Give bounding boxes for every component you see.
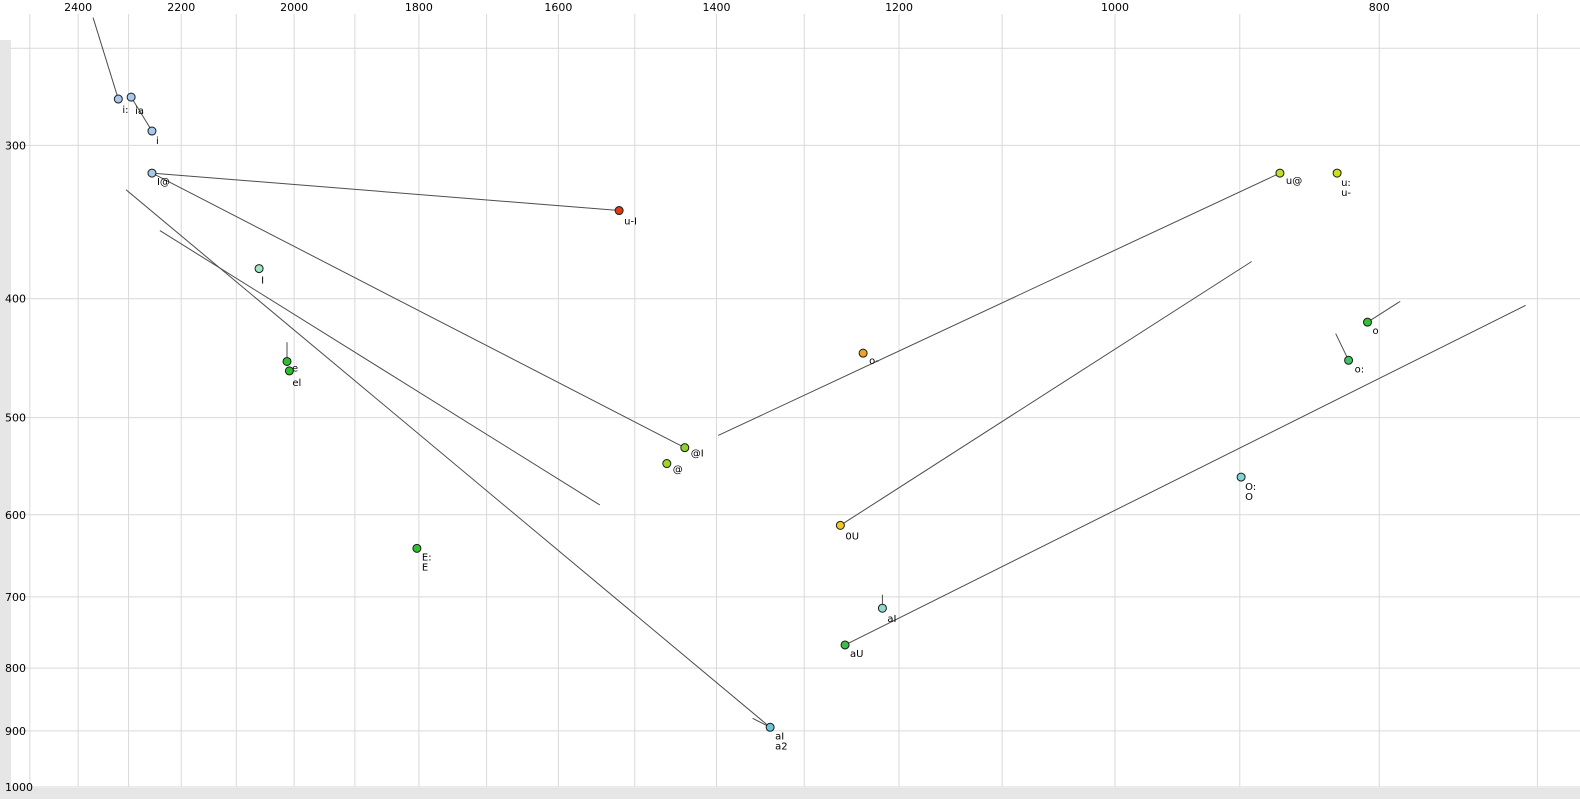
trajectory-line — [840, 261, 1252, 526]
trajectory-line — [717, 172, 1281, 436]
vowel-point-label: i: — [122, 105, 128, 116]
x-axis-tick-label: 1800 — [405, 1, 433, 14]
vowel-point-label: o: — [1355, 364, 1365, 375]
y-axis-tick-label: 600 — [5, 509, 26, 522]
bottom-axis-strip — [0, 788, 1580, 799]
vowel-point-label-secondary: u- — [1341, 188, 1351, 199]
y-axis-tick-label: 900 — [5, 725, 26, 738]
trajectory-line — [1367, 300, 1401, 323]
vowel-point-u@[interactable] — [1275, 168, 1285, 178]
left-axis-strip — [0, 40, 11, 798]
x-axis-tick-label: 1000 — [1101, 1, 1129, 14]
trajectory-line — [159, 230, 601, 506]
vowel-point-label-secondary: a2 — [775, 741, 788, 752]
vowel-point-i:[interactable] — [113, 94, 123, 104]
trajectory-line — [151, 172, 620, 212]
vowel-point-label: aI — [775, 731, 784, 742]
vowel-point-label: I@ — [157, 177, 170, 188]
vowel-point-label: I — [261, 276, 264, 287]
trajectory-line — [130, 96, 153, 132]
vowel-point-E:[interactable] — [412, 543, 422, 553]
vowel-point-o:[interactable] — [1344, 355, 1354, 365]
x-axis-tick-label: 2200 — [167, 1, 195, 14]
vowel-point-label: i — [156, 136, 159, 147]
trajectory-line — [125, 189, 771, 728]
vowel-point-el[interactable] — [284, 366, 294, 376]
y-axis-tick-label: 700 — [5, 591, 26, 604]
x-axis-tick-label: 2000 — [280, 1, 308, 14]
y-axis-tick-label: 1000 — [5, 781, 33, 794]
vowel-point-o-[interactable] — [858, 348, 868, 358]
vowel-point-label: @I — [691, 449, 704, 460]
vowel-point-label-secondary: O — [1245, 492, 1253, 503]
y-axis-tick-label: 300 — [5, 139, 26, 152]
vowel-point-label: e — [292, 363, 298, 374]
vowel-point-aU[interactable] — [840, 640, 850, 650]
vowel-point-label: ia — [135, 106, 144, 117]
x-axis-tick-label: 800 — [1369, 1, 1390, 14]
x-axis-tick-label: 2400 — [64, 1, 92, 14]
vowel-point-label: u-I — [624, 217, 637, 228]
vowel-point-label-secondary: E — [422, 562, 428, 573]
vowel-point-label: el — [292, 378, 301, 389]
vowel-point-label: 0U — [845, 531, 859, 542]
vowel-point-I@[interactable] — [147, 168, 157, 178]
vowel-point-label: u: — [1341, 178, 1351, 189]
vowel-point-label: o- — [869, 356, 879, 367]
vowel-point-label: aI — [887, 614, 896, 625]
vowel-point-label: u@ — [1286, 176, 1302, 187]
vowel-point-u-I[interactable] — [614, 206, 624, 216]
trajectory-line — [1335, 333, 1350, 361]
x-axis-tick-label: 1400 — [703, 1, 731, 14]
y-axis-tick-label: 800 — [5, 662, 26, 675]
vowel-point-label: aU — [850, 649, 863, 660]
x-axis-tick-label: 1600 — [544, 1, 572, 14]
y-axis-tick-label: 500 — [5, 412, 26, 425]
vowel-point-I[interactable] — [254, 264, 264, 274]
vowel-point-aI[interactable] — [765, 722, 775, 732]
vowel-point-label: o — [1372, 326, 1378, 337]
x-axis-tick-label: 1200 — [885, 1, 913, 14]
trajectory-line — [151, 172, 686, 449]
vowel-point-label: @ — [673, 465, 683, 476]
vowel-point-0U[interactable] — [835, 520, 845, 530]
vowel-point-O:[interactable] — [1236, 472, 1246, 482]
vowel-point-aI[interactable] — [877, 603, 887, 613]
vowel-point-ia[interactable] — [126, 92, 136, 102]
vowel-point-@I[interactable] — [680, 443, 690, 453]
vowel-point-@[interactable] — [662, 459, 672, 469]
vowel-point-o[interactable] — [1362, 317, 1372, 327]
vowel-point-e[interactable] — [282, 356, 292, 366]
trajectory-line — [844, 304, 1526, 646]
trajectory-line — [92, 17, 119, 100]
vowel-point-label: E: — [422, 552, 432, 563]
vowel-point-u:[interactable] — [1332, 168, 1342, 178]
vowel-point-i[interactable] — [147, 126, 157, 136]
vowel-point-label: O: — [1245, 482, 1256, 493]
y-axis-tick-label: 400 — [5, 293, 26, 306]
